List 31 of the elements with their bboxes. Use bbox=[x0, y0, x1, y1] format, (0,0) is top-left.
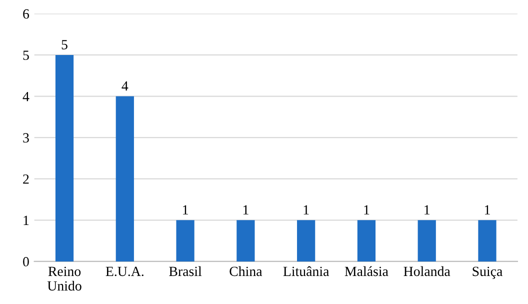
y-tick-label: 1 bbox=[24, 216, 29, 225]
bar bbox=[116, 96, 134, 262]
data-label: 1 bbox=[424, 205, 430, 214]
data-label: 1 bbox=[364, 205, 370, 214]
x-tick-label: Reino Unido bbox=[47, 266, 82, 291]
data-label: 5 bbox=[62, 40, 68, 50]
data-label: 1 bbox=[183, 205, 188, 214]
y-tick-label: 3 bbox=[23, 133, 29, 143]
x-tick-label: Malásia bbox=[344, 266, 388, 276]
data-label: 1 bbox=[304, 205, 309, 214]
x-tick-label: Brasil bbox=[169, 266, 202, 276]
y-tick-label: 6 bbox=[23, 9, 30, 19]
data-label: 1 bbox=[484, 205, 490, 214]
bar bbox=[236, 220, 255, 262]
bar bbox=[357, 220, 376, 262]
bar bbox=[418, 220, 436, 262]
y-tick-label: 0 bbox=[23, 257, 29, 266]
x-tick-label: Lituânia bbox=[283, 266, 330, 276]
y-tick-label: 2 bbox=[23, 174, 29, 184]
x-tick-label: Suiça bbox=[472, 266, 502, 279]
bar bbox=[478, 220, 496, 262]
data-label: 4 bbox=[122, 81, 128, 91]
bar bbox=[55, 54, 74, 262]
x-tick-label: China bbox=[230, 266, 262, 276]
x-tick-label: E.U.A. bbox=[106, 266, 144, 276]
data-label: 1 bbox=[243, 205, 248, 214]
y-tick-label: 5 bbox=[23, 50, 29, 60]
x-tick-label: Holanda bbox=[404, 266, 450, 276]
bar bbox=[176, 220, 194, 262]
y-tick-label: 4 bbox=[22, 92, 30, 102]
bar bbox=[297, 220, 316, 262]
